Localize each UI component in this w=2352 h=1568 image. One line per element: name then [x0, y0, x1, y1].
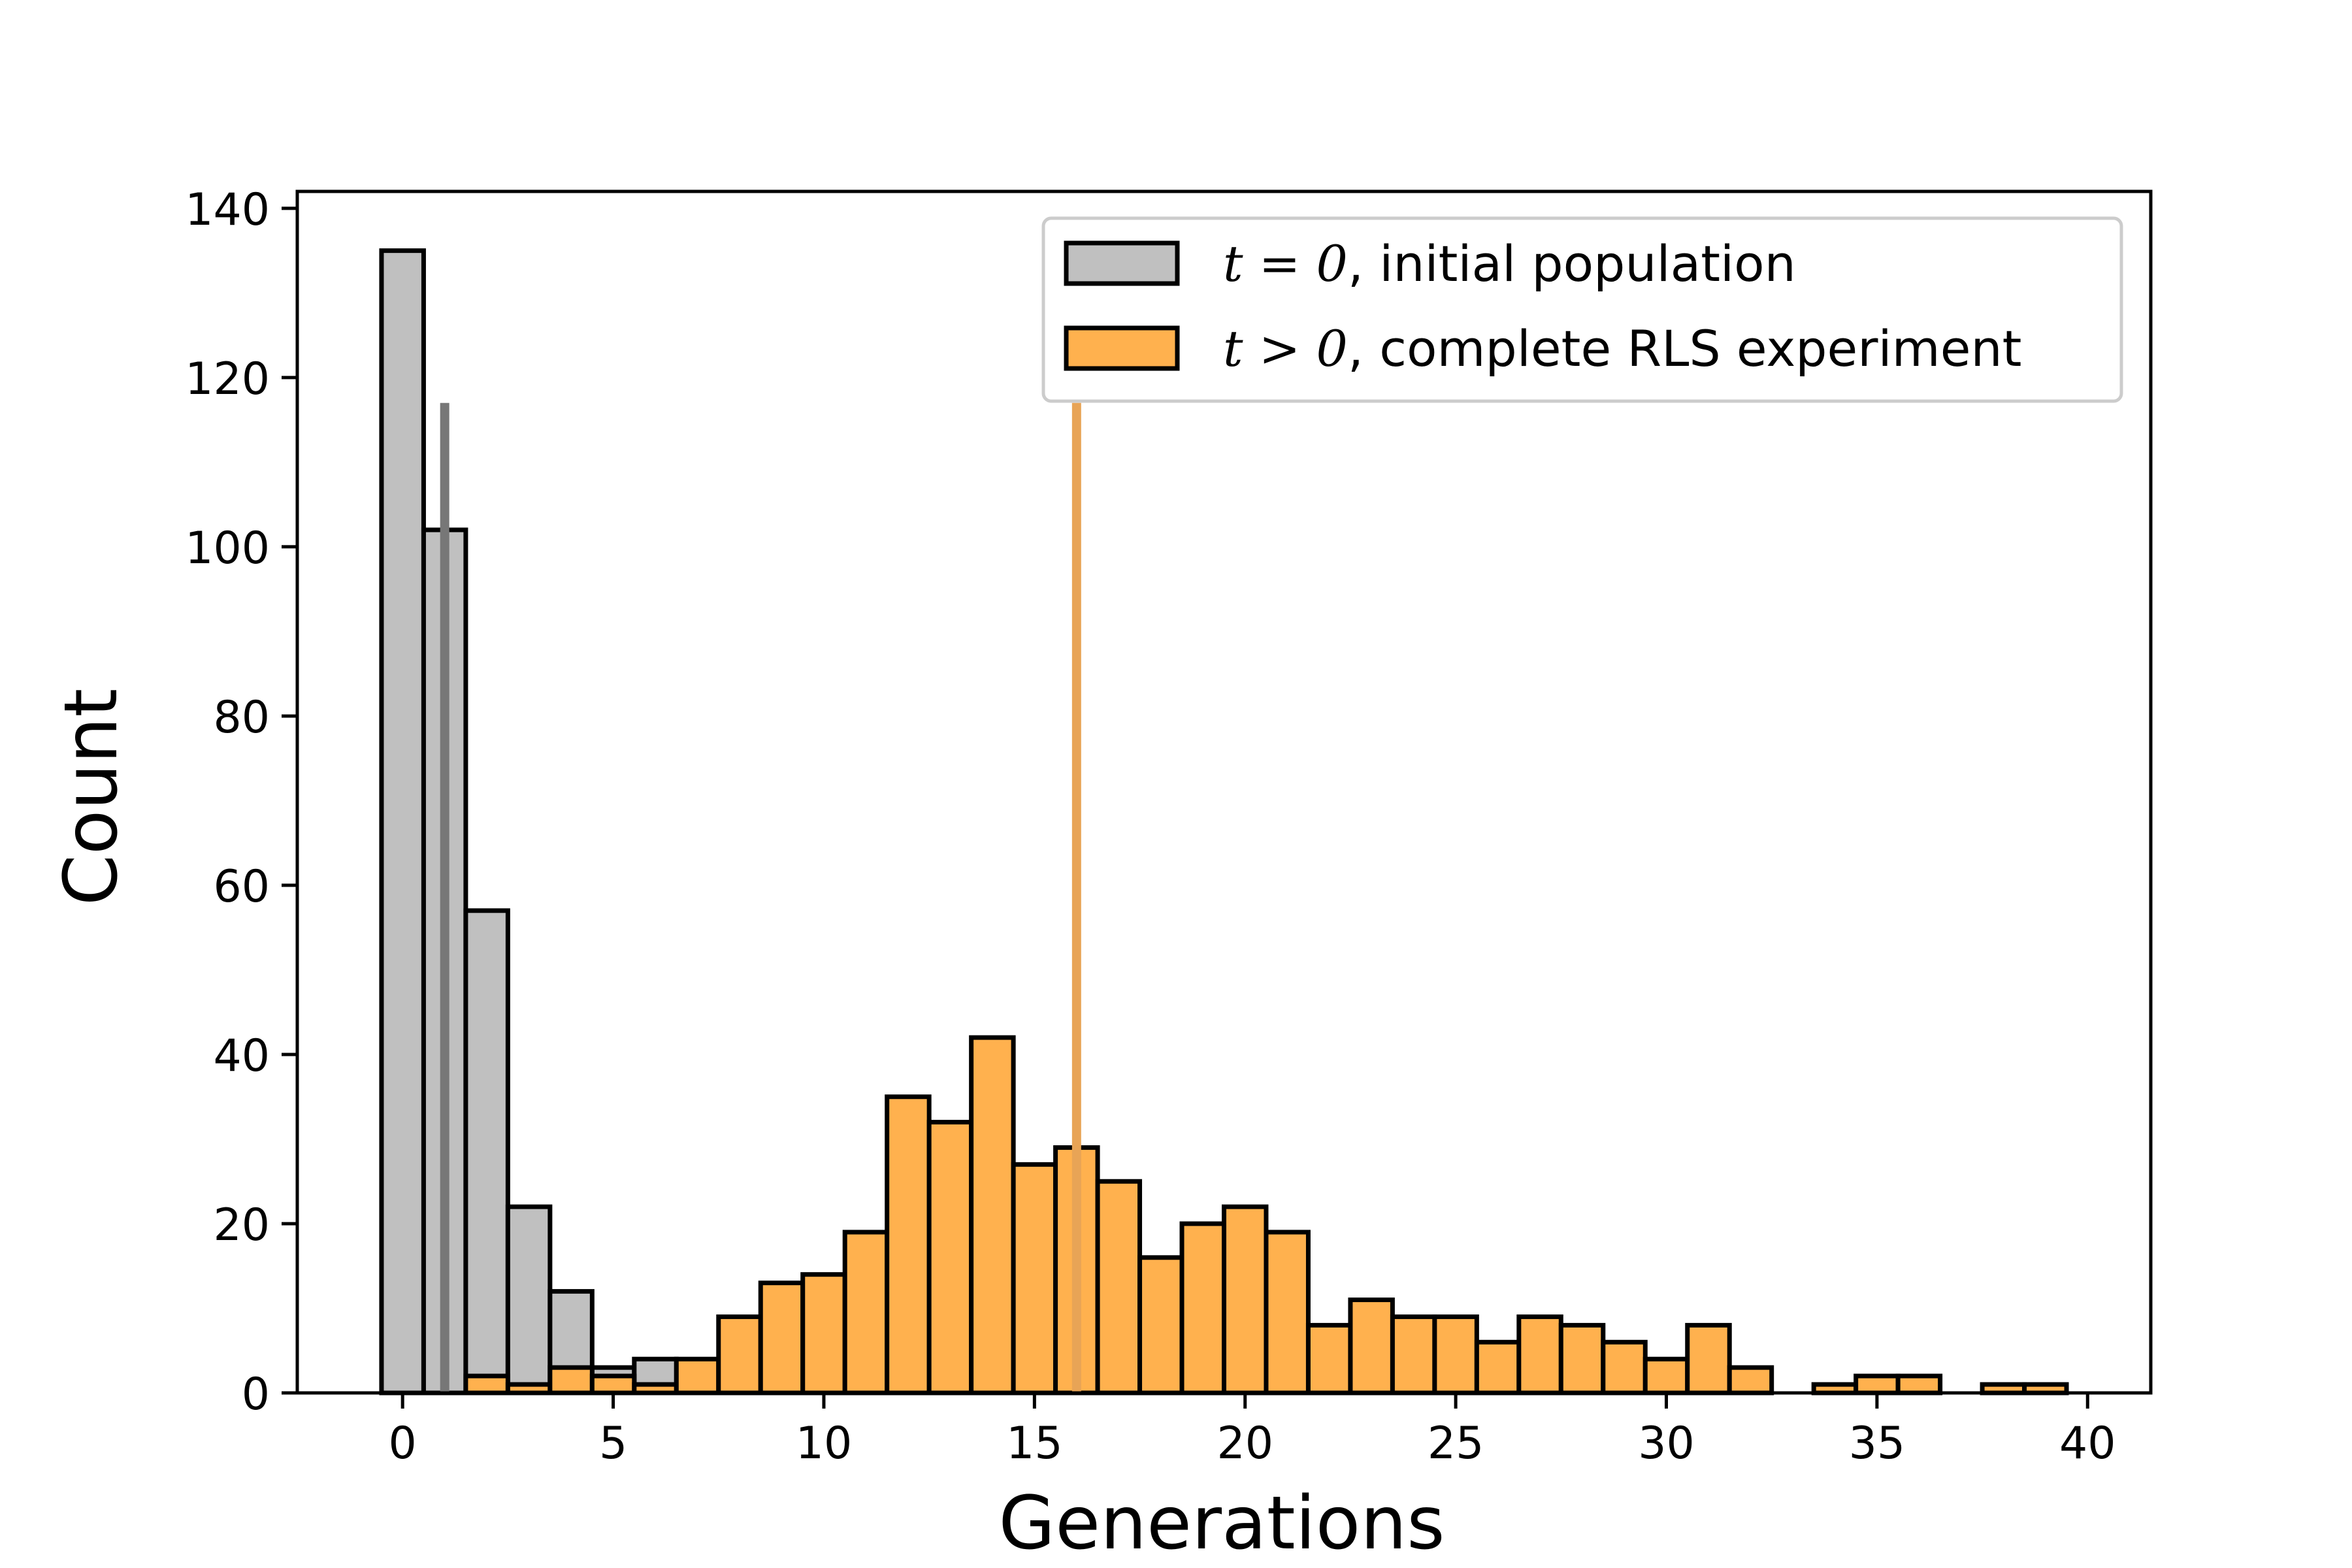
x-tick-label-15: 15 — [1006, 1418, 1063, 1469]
legend-text-initial: , initial population — [1348, 235, 1796, 293]
legend: t = 0, initial population t > 0, complet… — [1041, 216, 2123, 403]
bar-rls-15 — [1011, 1162, 1058, 1396]
bar-rls-20 — [1222, 1204, 1269, 1396]
axes — [295, 189, 2153, 1395]
bar-rls-35 — [1854, 1373, 1901, 1396]
bar-rls-32 — [1727, 1365, 1774, 1396]
bar-rls-9 — [758, 1281, 806, 1396]
y-tick-label-20: 20 — [213, 1200, 270, 1251]
legend-math-rls: t > 0 — [1223, 319, 1348, 378]
bar-rls-24 — [1390, 1314, 1437, 1396]
x-tick-label-30: 30 — [1638, 1418, 1695, 1469]
y-tick-label-140: 140 — [185, 184, 270, 236]
ticks: 0 5 10 15 20 25 30 35 40 0 20 40 60 80 100 120 140 — [185, 184, 2115, 1469]
legend-label-rls: t > 0, complete RLS experiment — [1223, 319, 2021, 378]
legend-swatch-rls — [1064, 325, 1180, 371]
y-axis-title: Count — [49, 689, 134, 906]
bar-rls-10 — [800, 1272, 847, 1396]
x-tick-label-25: 25 — [1428, 1418, 1484, 1469]
y-tick-label-80: 80 — [213, 692, 270, 743]
x-tick-label-5: 5 — [599, 1418, 627, 1469]
y-tick-label-0: 0 — [242, 1369, 270, 1420]
bar-initial-3 — [505, 1204, 553, 1396]
bar-rls-26 — [1474, 1339, 1522, 1396]
bar-rls-27 — [1516, 1314, 1563, 1396]
bar-initial-0 — [379, 248, 426, 1396]
bar-rls-8 — [716, 1314, 763, 1396]
y-tick-label-100: 100 — [185, 523, 270, 574]
bar-initial-2 — [463, 908, 510, 1396]
plot-frame — [295, 189, 2153, 1395]
legend-swatch-initial — [1064, 240, 1180, 286]
x-tick-label-20: 20 — [1217, 1418, 1273, 1469]
x-tick-label-40: 40 — [2059, 1418, 2116, 1469]
bar-rls-13 — [926, 1120, 974, 1396]
legend-text-rls: , complete RLS experiment — [1348, 319, 2022, 378]
bar-rls-29 — [1601, 1339, 1648, 1396]
bar-rls-31 — [1685, 1322, 1732, 1396]
legend-math-initial: t = 0 — [1223, 235, 1348, 293]
bar-rls-36 — [1895, 1373, 1943, 1396]
bar-rls-23 — [1348, 1298, 1395, 1396]
bar-rls-11 — [842, 1230, 890, 1396]
bar-rls-19 — [1179, 1221, 1226, 1396]
bar-rls-5 — [589, 1373, 637, 1396]
y-tick-label-40: 40 — [213, 1030, 270, 1082]
x-tick-label-10: 10 — [796, 1418, 853, 1469]
y-tick-label-120: 120 — [185, 353, 270, 405]
x-axis-title: Generations — [998, 1481, 1445, 1566]
legend-label-initial: t = 0, initial population — [1223, 235, 1796, 293]
mean-lines — [440, 402, 1081, 1393]
bar-rls-4 — [547, 1365, 595, 1396]
bar-rls-14 — [969, 1035, 1016, 1396]
bar-rls-17 — [1095, 1179, 1143, 1396]
x-tick-label-0: 0 — [389, 1418, 417, 1469]
bar-rls-30 — [1642, 1356, 1690, 1396]
y-tick-label-60: 60 — [213, 861, 270, 913]
bar-rls-18 — [1137, 1255, 1184, 1396]
bar-rls-25 — [1432, 1314, 1479, 1396]
bar-rls-21 — [1264, 1230, 1311, 1396]
bar-rls-22 — [1305, 1322, 1353, 1396]
bar-rls-2 — [463, 1373, 510, 1396]
series-initial-population — [379, 248, 679, 1396]
legend-box — [1041, 216, 2123, 403]
series-rls-experiment — [463, 1035, 2069, 1396]
bar-rls-7 — [674, 1356, 721, 1396]
bar-rls-12 — [885, 1094, 932, 1396]
x-tick-label-35: 35 — [1849, 1418, 1906, 1469]
bar-rls-28 — [1558, 1322, 1606, 1396]
